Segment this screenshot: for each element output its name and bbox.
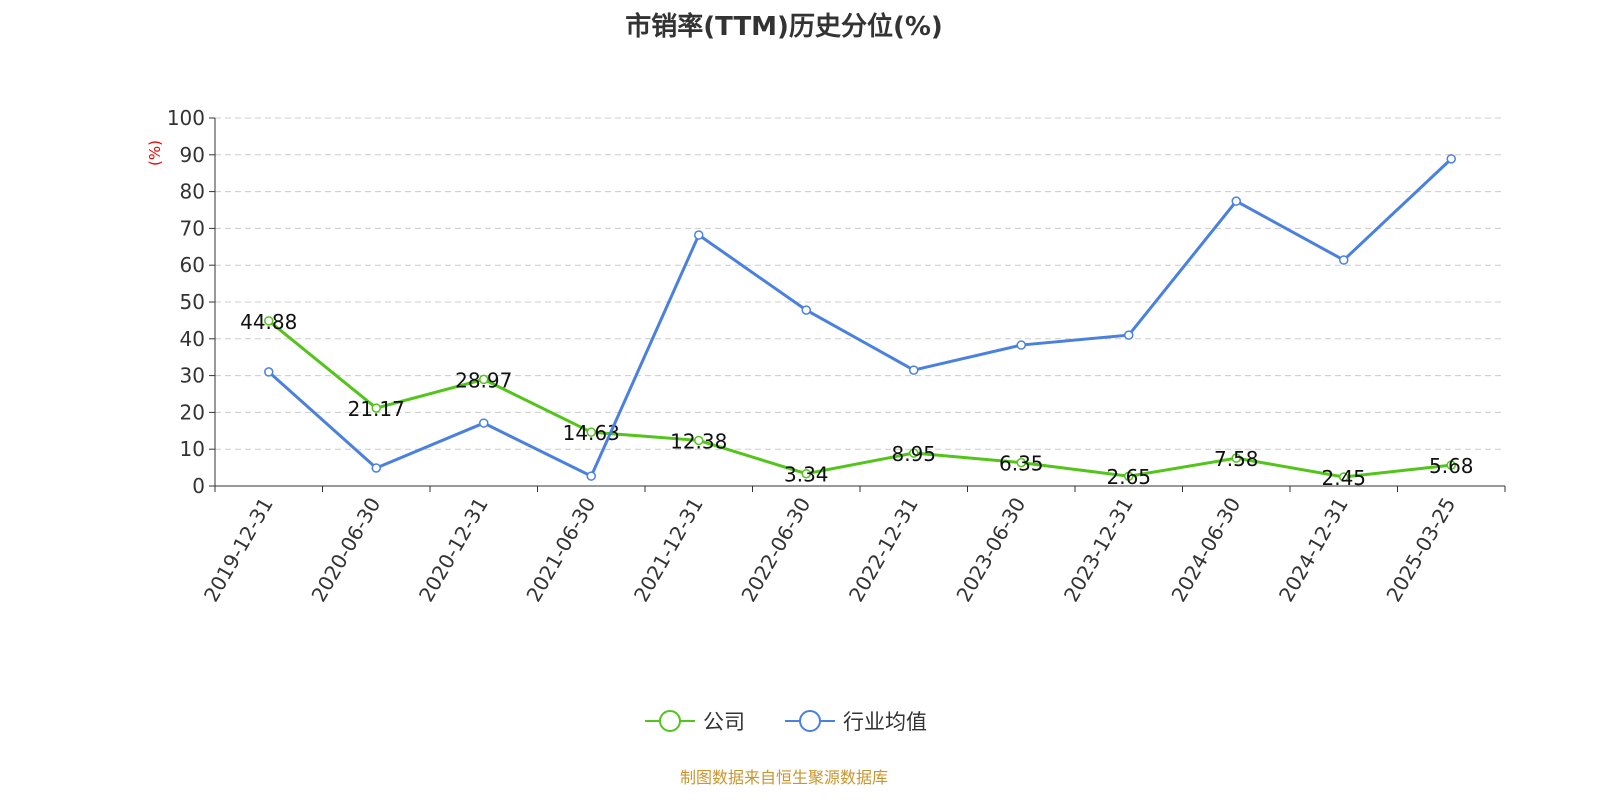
series-line-0: [267, 319, 1452, 479]
y-tick-label: 30: [180, 364, 205, 388]
data-point: [1016, 340, 1026, 350]
data-point: [371, 403, 381, 413]
data-point: [1124, 330, 1134, 340]
data-label: 3.34: [784, 463, 829, 487]
x-tick-label: 2023-12-31: [1059, 493, 1138, 606]
data-label: 8.95: [891, 442, 936, 466]
data-point: [264, 316, 274, 326]
data-point: [1231, 196, 1241, 206]
data-point: [1446, 460, 1456, 470]
x-tick-label: 2024-12-31: [1274, 493, 1353, 606]
data-point: [801, 468, 811, 479]
y-tick-label: 0: [192, 474, 205, 498]
chart-title: 市销率(TTM)历史分位(%): [625, 12, 943, 42]
legend-label: 行业均值: [843, 710, 927, 734]
data-label: 28.97: [455, 368, 512, 392]
y-tick-label: 50: [180, 290, 205, 314]
x-tick-label: 2024-06-30: [1166, 493, 1245, 606]
data-point: [1446, 154, 1456, 164]
data-point: [264, 367, 274, 377]
legend-marker-icon: [799, 710, 821, 732]
y-tick-label: 40: [180, 327, 205, 351]
series-line-1: [267, 157, 1453, 479]
data-point: [586, 427, 596, 437]
y-tick-label: 10: [180, 437, 205, 461]
data-label: 2.65: [1106, 465, 1151, 489]
data-point: [371, 463, 381, 473]
data-point: [1231, 453, 1241, 463]
x-tick-label: 2019-12-31: [199, 493, 278, 606]
data-point: [909, 365, 919, 375]
x-tick-label: 2023-06-30: [951, 493, 1030, 606]
data-point: [1339, 472, 1349, 482]
y-tick-label: 20: [180, 400, 205, 424]
data-label: 21.17: [348, 397, 405, 421]
x-tick-label: 2021-06-30: [521, 493, 600, 606]
x-tick-label: 2025-03-25: [1381, 493, 1460, 606]
y-axis-label: (%): [146, 140, 164, 166]
y-tick-label: 80: [180, 180, 205, 204]
x-tick-label: 2022-06-30: [736, 493, 815, 606]
data-label: 2.45: [1321, 466, 1366, 490]
y-tick-label: 100: [167, 106, 205, 130]
data-point: [479, 374, 489, 385]
data-point: [479, 418, 489, 428]
data-label: 5.68: [1429, 454, 1474, 478]
data-label: 7.58: [1214, 447, 1259, 471]
data-point: [694, 230, 704, 240]
x-tick-label: 2022-12-31: [844, 493, 923, 606]
data-point: [586, 471, 596, 481]
legend-marker-icon: [659, 710, 681, 732]
x-tick-label: 2021-12-31: [629, 493, 708, 606]
legend-label: 公司: [703, 710, 745, 734]
data-point: [1339, 255, 1349, 265]
x-tick-label: 2020-12-31: [414, 493, 493, 606]
data-point: [801, 305, 811, 315]
y-tick-label: 90: [180, 143, 205, 167]
data-label: 12.38: [670, 429, 727, 453]
data-point: [909, 448, 919, 458]
data-point: [1016, 457, 1026, 468]
source-note: 制图数据来自恒生聚源数据库: [679, 768, 888, 787]
x-tick-label: 2020-06-30: [306, 493, 385, 606]
data-label: 6.35: [999, 452, 1044, 476]
data-point: [694, 435, 704, 446]
y-tick-label: 70: [180, 216, 205, 240]
data-point: [1124, 471, 1134, 481]
y-tick-label: 60: [180, 253, 205, 277]
data-label: 44.88: [240, 310, 297, 334]
